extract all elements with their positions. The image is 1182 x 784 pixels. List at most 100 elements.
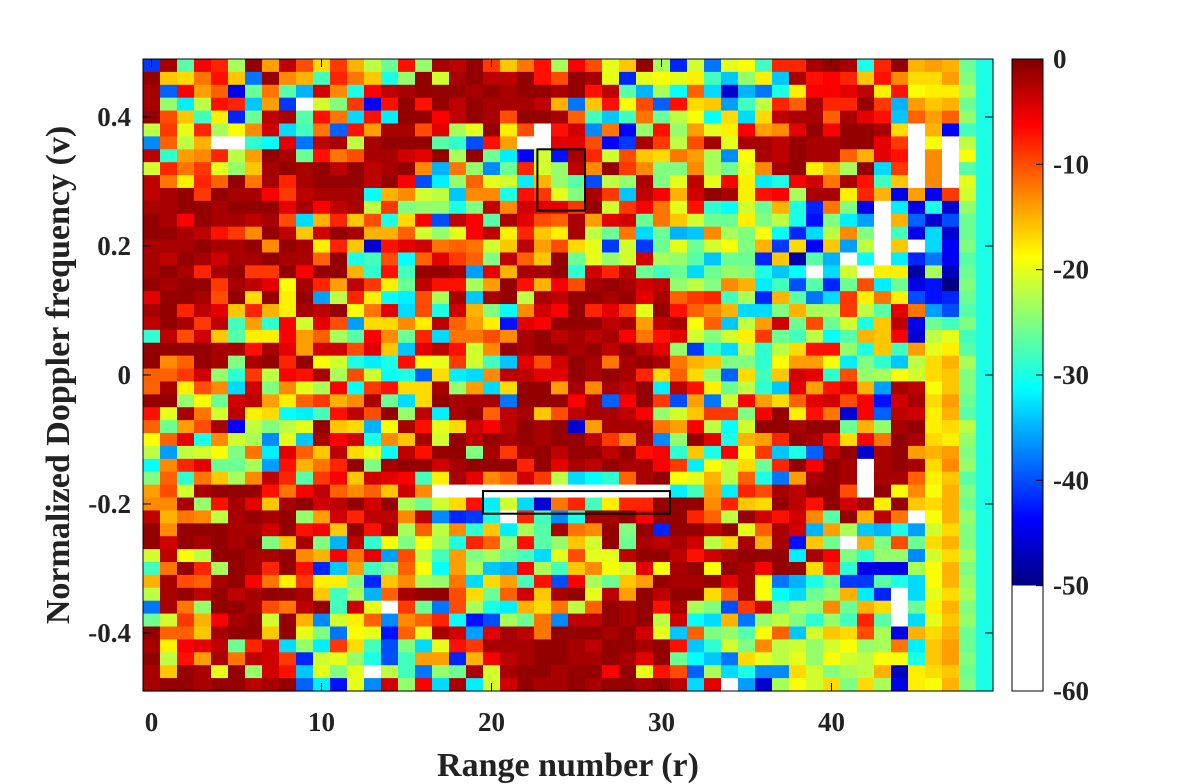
heatmap-cell — [211, 265, 229, 279]
heatmap-cell — [279, 162, 297, 176]
heatmap-cell — [908, 265, 926, 279]
heatmap-cell — [636, 433, 654, 447]
heatmap-cell — [432, 639, 450, 653]
heatmap-cell — [313, 136, 331, 150]
heatmap-cell — [262, 123, 280, 137]
heatmap-cell — [245, 484, 263, 499]
heatmap-cell — [840, 510, 858, 524]
heatmap-cell — [466, 536, 484, 550]
heatmap-cell — [398, 678, 416, 692]
heatmap-cell — [738, 329, 756, 344]
heatmap-cell — [857, 562, 875, 576]
heatmap-cell — [551, 291, 569, 305]
heatmap-cell — [653, 639, 671, 653]
heatmap-cell — [840, 291, 858, 305]
heatmap-cell — [347, 213, 365, 228]
heatmap-cell — [908, 149, 926, 163]
heatmap-cell — [568, 71, 586, 86]
heatmap-cell — [194, 265, 212, 279]
heatmap-cell — [942, 562, 960, 576]
heatmap-cell — [704, 394, 722, 408]
heatmap-cell — [211, 497, 229, 512]
heatmap-cell — [313, 97, 331, 112]
heatmap-cell — [619, 510, 637, 524]
heatmap-cell — [857, 304, 875, 318]
heatmap-cell — [143, 316, 161, 331]
heatmap-cell — [551, 394, 569, 408]
heatmap-cell — [160, 484, 178, 499]
heatmap-cell — [789, 355, 807, 370]
heatmap-cell — [449, 368, 467, 383]
heatmap-cell — [313, 445, 331, 460]
heatmap-cell — [653, 368, 671, 383]
heatmap-cell — [755, 329, 773, 344]
heatmap-cell — [483, 471, 501, 486]
heatmap-cell — [500, 149, 518, 163]
heatmap-cell — [432, 265, 450, 279]
heatmap-cell — [466, 510, 484, 524]
heatmap-cell — [857, 484, 875, 499]
heatmap-cell — [364, 407, 382, 421]
heatmap-cell — [755, 84, 773, 99]
heatmap-cell — [364, 587, 382, 602]
heatmap-cell — [364, 574, 382, 589]
heatmap-cell — [891, 59, 909, 73]
heatmap-cell — [143, 291, 161, 305]
heatmap-cell — [500, 471, 518, 486]
heatmap-cell — [840, 549, 858, 563]
heatmap-cell — [772, 639, 790, 653]
heatmap-cell — [381, 562, 399, 576]
heatmap-cell — [211, 239, 229, 254]
heatmap-cell — [279, 97, 297, 112]
heatmap-cell — [857, 226, 875, 241]
heatmap-cell — [908, 407, 926, 421]
heatmap-cell — [976, 433, 994, 447]
heatmap-cell — [959, 59, 977, 73]
heatmap-cell — [908, 200, 926, 215]
heatmap-cell — [976, 407, 994, 421]
heatmap-cell — [874, 420, 892, 434]
heatmap-cell — [194, 136, 212, 150]
heatmap-cell — [738, 304, 756, 318]
heatmap-cell — [466, 639, 484, 653]
heatmap-cell — [738, 536, 756, 550]
heatmap-cell — [534, 110, 552, 125]
heatmap-cell — [313, 381, 331, 395]
heatmap-cell — [874, 200, 892, 215]
heatmap-cell — [874, 97, 892, 112]
heatmap-cell — [160, 562, 178, 576]
heatmap-cell — [160, 123, 178, 137]
heatmap-cell — [755, 523, 773, 537]
y-tick-label: -0.4 — [88, 618, 131, 648]
heatmap-cell — [721, 342, 739, 357]
heatmap-cell — [279, 626, 297, 641]
heatmap-cell — [160, 445, 178, 460]
heatmap-cell — [211, 420, 229, 434]
heatmap-cell — [296, 123, 314, 137]
heatmap-cell — [976, 149, 994, 163]
heatmap-cell — [517, 175, 535, 189]
heatmap-cell — [466, 523, 484, 537]
heatmap-cell — [704, 136, 722, 150]
heatmap-cell — [857, 678, 875, 692]
heatmap-cell — [177, 562, 195, 576]
heatmap-cell — [653, 316, 671, 331]
heatmap-cell — [891, 420, 909, 434]
heatmap-cell — [585, 639, 603, 653]
heatmap-cell — [806, 471, 824, 486]
heatmap-cell — [534, 652, 552, 666]
heatmap-cell — [891, 523, 909, 537]
heatmap-cell — [364, 523, 382, 537]
heatmap-cell — [330, 239, 348, 254]
heatmap-cell — [738, 574, 756, 589]
heatmap-cell — [976, 394, 994, 408]
heatmap-cell — [619, 175, 637, 189]
heatmap-cell — [687, 97, 705, 112]
heatmap-cell — [466, 175, 484, 189]
heatmap-cell — [211, 600, 229, 615]
heatmap-cell — [483, 265, 501, 279]
heatmap-cell — [585, 213, 603, 228]
heatmap-cell — [143, 200, 161, 215]
heatmap-cell — [772, 149, 790, 163]
heatmap-cell — [381, 433, 399, 447]
